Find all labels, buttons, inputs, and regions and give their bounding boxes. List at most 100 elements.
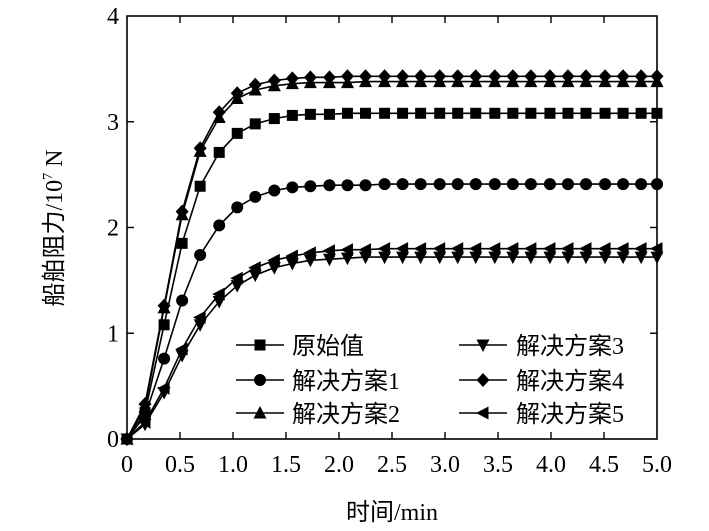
data-point — [213, 219, 226, 232]
data-point — [579, 178, 592, 191]
data-point — [358, 243, 371, 257]
data-point — [303, 246, 316, 260]
x-tick-label: 0 — [121, 452, 133, 478]
data-point — [340, 243, 353, 257]
data-point — [617, 107, 629, 119]
data-point — [433, 69, 447, 84]
data-point — [193, 310, 206, 324]
data-point — [651, 107, 663, 119]
data-point — [379, 107, 391, 119]
data-point — [138, 397, 152, 412]
data-point — [341, 179, 354, 192]
data-point — [157, 298, 171, 313]
data-point — [542, 242, 556, 256]
data-point — [650, 251, 664, 265]
data-point — [395, 242, 409, 256]
data-point — [598, 242, 611, 256]
legend-item: 解决方案3 — [459, 333, 624, 360]
y-tick-label: 4 — [107, 4, 119, 30]
data-point — [650, 242, 663, 256]
data-point — [378, 251, 392, 265]
legend-label: 解决方案3 — [516, 333, 624, 360]
data-point — [175, 204, 189, 219]
series-1 — [121, 107, 663, 445]
data-point — [249, 118, 261, 130]
y-axis-label-main: 船舶阻力/10 — [41, 180, 68, 307]
series-2 — [121, 178, 663, 445]
data-point — [248, 77, 262, 92]
data-point — [561, 251, 575, 265]
y-tick-label: 0 — [107, 427, 119, 453]
legend-marker — [254, 339, 266, 351]
data-point — [599, 178, 612, 191]
data-point — [543, 251, 557, 265]
series-5 — [120, 69, 664, 446]
data-point — [524, 178, 537, 191]
legend-label: 解决方案4 — [516, 368, 624, 395]
data-point — [634, 69, 648, 84]
data-point — [322, 244, 335, 258]
x-tick-label: 1.5 — [271, 452, 301, 478]
data-point — [268, 184, 281, 197]
data-point — [304, 180, 317, 193]
y-tick-label: 2 — [107, 216, 119, 242]
data-point — [359, 179, 372, 192]
data-point — [451, 69, 465, 84]
data-point — [488, 251, 502, 265]
data-point — [524, 251, 538, 265]
data-point — [525, 107, 537, 119]
data-point — [651, 178, 663, 191]
data-point — [543, 69, 557, 84]
x-tick-label: 0.5 — [165, 452, 195, 478]
data-point — [599, 107, 611, 119]
legend-label: 原始值 — [292, 333, 364, 360]
y-axis-label-unit: N — [42, 149, 68, 172]
data-point — [524, 69, 538, 84]
legend-marker — [254, 374, 266, 386]
data-point — [415, 107, 427, 119]
data-point — [138, 415, 151, 429]
data-point — [176, 294, 189, 307]
data-point — [543, 178, 556, 191]
data-point — [322, 253, 336, 267]
data-point — [505, 242, 519, 256]
data-point — [120, 432, 133, 446]
data-point — [488, 178, 501, 191]
legend-item: 解决方案5 — [459, 401, 624, 428]
legend-item: 解决方案1 — [236, 368, 400, 395]
data-point — [506, 69, 520, 84]
y-axis-label-exponent: 7 — [41, 173, 56, 180]
data-point — [396, 251, 410, 265]
data-point — [230, 271, 243, 285]
legend-label: 解决方案1 — [292, 368, 400, 395]
legend-marker — [476, 373, 490, 387]
x-tick-label: 5.0 — [642, 452, 672, 478]
data-point — [489, 107, 501, 119]
legend-label: 解决方案5 — [516, 401, 624, 428]
data-point — [561, 178, 574, 191]
data-point — [560, 242, 574, 256]
data-point — [175, 342, 188, 356]
data-point — [230, 86, 244, 101]
data-point — [323, 179, 336, 192]
data-point — [212, 105, 226, 120]
legend-marker — [253, 406, 267, 419]
data-point — [469, 69, 483, 84]
data-point — [157, 381, 170, 395]
legend-item: 解决方案4 — [459, 368, 624, 395]
data-point — [267, 73, 281, 88]
data-point — [470, 107, 482, 119]
data-point — [396, 69, 410, 84]
data-point — [194, 248, 207, 261]
x-tick-label: 4.5 — [589, 452, 619, 478]
data-point — [377, 242, 391, 256]
data-point — [176, 237, 188, 249]
data-point — [231, 127, 243, 139]
data-point — [268, 113, 280, 125]
data-point — [212, 287, 225, 301]
data-point — [433, 178, 446, 191]
data-point — [561, 69, 575, 84]
data-point — [544, 107, 556, 119]
